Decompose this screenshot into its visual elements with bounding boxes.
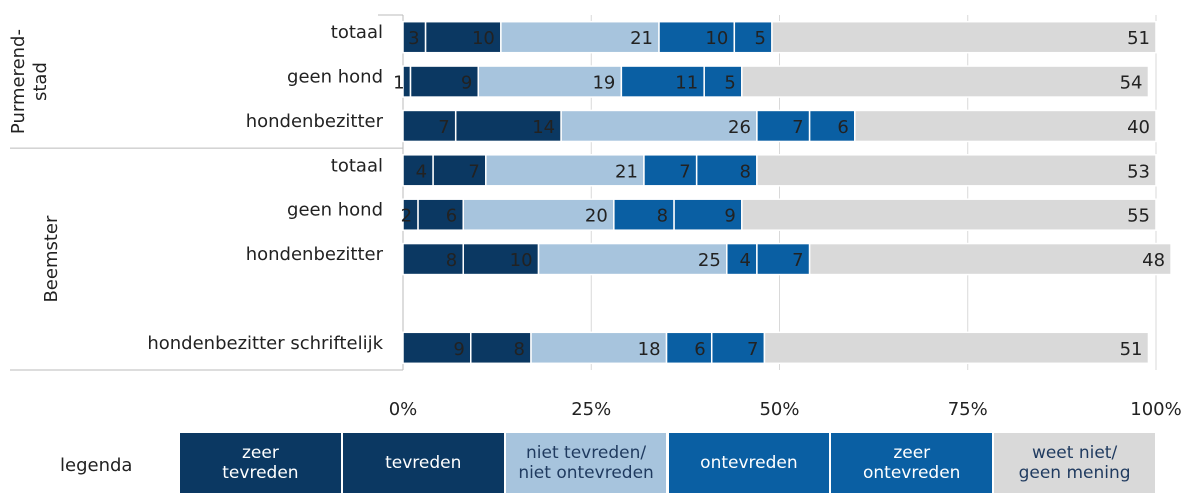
data-label: 8 bbox=[739, 161, 750, 182]
bar-segment bbox=[741, 65, 1150, 98]
bar-segment bbox=[462, 198, 615, 231]
data-label: 2 bbox=[401, 206, 412, 227]
bar-segment bbox=[530, 331, 668, 365]
data-label: 25 bbox=[698, 250, 721, 271]
x-tick-label: 25% bbox=[571, 399, 611, 420]
bar-segment bbox=[665, 331, 713, 365]
y-tick-label: totaal bbox=[331, 22, 383, 43]
bar-segment bbox=[560, 109, 758, 143]
data-label: 18 bbox=[638, 339, 661, 360]
data-label: 11 bbox=[675, 73, 698, 94]
data-label: 7 bbox=[438, 117, 449, 138]
bar-segment bbox=[424, 20, 502, 54]
data-label: 10 bbox=[510, 250, 533, 271]
data-label: 4 bbox=[739, 250, 750, 271]
data-label: 6 bbox=[837, 117, 848, 138]
data-label: 9 bbox=[724, 206, 735, 227]
data-label: 7 bbox=[747, 339, 758, 360]
data-label: 19 bbox=[592, 73, 615, 94]
y-tick-label: totaal bbox=[331, 155, 383, 176]
bar-segment bbox=[432, 154, 487, 187]
data-label: 9 bbox=[461, 73, 472, 94]
bar-segment bbox=[756, 242, 811, 276]
y-tick-label: geen hond bbox=[287, 200, 383, 221]
bar-segment bbox=[854, 109, 1157, 143]
legend-entry: zeer tevreden bbox=[180, 433, 343, 493]
x-tick-label: 100% bbox=[1130, 399, 1181, 420]
bar-segment bbox=[485, 154, 645, 187]
y-tick-label: hondenbezitter bbox=[246, 111, 384, 132]
y-tick-label: geen hond bbox=[287, 67, 383, 88]
group-label: Beemster bbox=[41, 215, 62, 303]
bar-segment bbox=[741, 198, 1157, 231]
legend-entry: niet tevreden/ niet ontevreden bbox=[505, 433, 669, 493]
bar-segment bbox=[756, 154, 1157, 187]
data-label: 55 bbox=[1127, 206, 1150, 227]
data-label: 1 bbox=[393, 73, 404, 94]
legend-entry: ontevreden bbox=[668, 433, 832, 493]
bar-segment bbox=[726, 242, 758, 276]
data-label: 20 bbox=[585, 206, 608, 227]
x-tick-label: 75% bbox=[948, 399, 988, 420]
data-label: 7 bbox=[679, 161, 690, 182]
data-label: 6 bbox=[446, 206, 457, 227]
bar-segment bbox=[673, 198, 743, 231]
data-label: 5 bbox=[724, 73, 735, 94]
data-label: 21 bbox=[615, 161, 638, 182]
bar-segment bbox=[402, 242, 464, 276]
data-label: 54 bbox=[1120, 73, 1143, 94]
bar-segment bbox=[710, 331, 766, 365]
data-label: 21 bbox=[630, 28, 653, 49]
data-label: 7 bbox=[792, 250, 803, 271]
x-tick-label: 0% bbox=[389, 399, 418, 420]
bar-segment bbox=[808, 242, 1172, 276]
data-label: 7 bbox=[468, 161, 479, 182]
data-label: 10 bbox=[705, 28, 728, 49]
data-label: 40 bbox=[1127, 117, 1150, 138]
bar-segment bbox=[537, 242, 728, 276]
data-label: 14 bbox=[532, 117, 555, 138]
bar-segment bbox=[763, 331, 1150, 365]
chart: 0% 25% 50% 75% 100% totaal geen hond hondenbezi… bbox=[8, 14, 1182, 420]
bar-segment bbox=[417, 198, 464, 231]
data-label: 51 bbox=[1120, 339, 1143, 360]
data-label: 8 bbox=[446, 250, 457, 271]
bar-segment bbox=[402, 331, 472, 365]
bar-segment bbox=[808, 109, 856, 143]
y-tick-label: hondenbezitter bbox=[246, 244, 384, 265]
data-label: 48 bbox=[1142, 250, 1165, 271]
x-tick-label: 50% bbox=[759, 399, 799, 420]
data-label: 10 bbox=[472, 28, 495, 49]
bar-segment bbox=[771, 20, 1157, 54]
legend-title: legenda bbox=[60, 455, 133, 476]
bar-segment bbox=[658, 20, 736, 54]
bar-segment bbox=[402, 109, 457, 143]
bar-segment bbox=[733, 20, 773, 54]
bar-segment bbox=[695, 154, 758, 187]
bar-segment bbox=[500, 20, 660, 54]
data-label: 6 bbox=[694, 339, 705, 360]
legend-entry: zeer ontevreden bbox=[831, 433, 995, 493]
bar-segment bbox=[462, 242, 540, 276]
group-label: Purmerend- bbox=[8, 29, 29, 134]
data-label: 7 bbox=[792, 117, 803, 138]
bar-segment bbox=[703, 65, 743, 98]
data-label: 53 bbox=[1127, 161, 1150, 182]
bar-segment bbox=[477, 65, 623, 98]
legend-entry: weet niet/ geen mening bbox=[994, 433, 1157, 493]
data-label: 8 bbox=[514, 339, 525, 360]
y-tick-label: hondenbezitter schriftelijk bbox=[147, 333, 383, 354]
data-label: 51 bbox=[1127, 28, 1150, 49]
data-label: 26 bbox=[728, 117, 751, 138]
data-label: 3 bbox=[408, 28, 419, 49]
legend-entry: tevreden bbox=[342, 433, 506, 493]
bar-segment bbox=[470, 331, 532, 365]
data-label: 8 bbox=[657, 206, 668, 227]
data-label: 4 bbox=[416, 161, 427, 182]
group-label: stad bbox=[30, 62, 51, 101]
data-label: 5 bbox=[755, 28, 766, 49]
data-label: 9 bbox=[453, 339, 464, 360]
